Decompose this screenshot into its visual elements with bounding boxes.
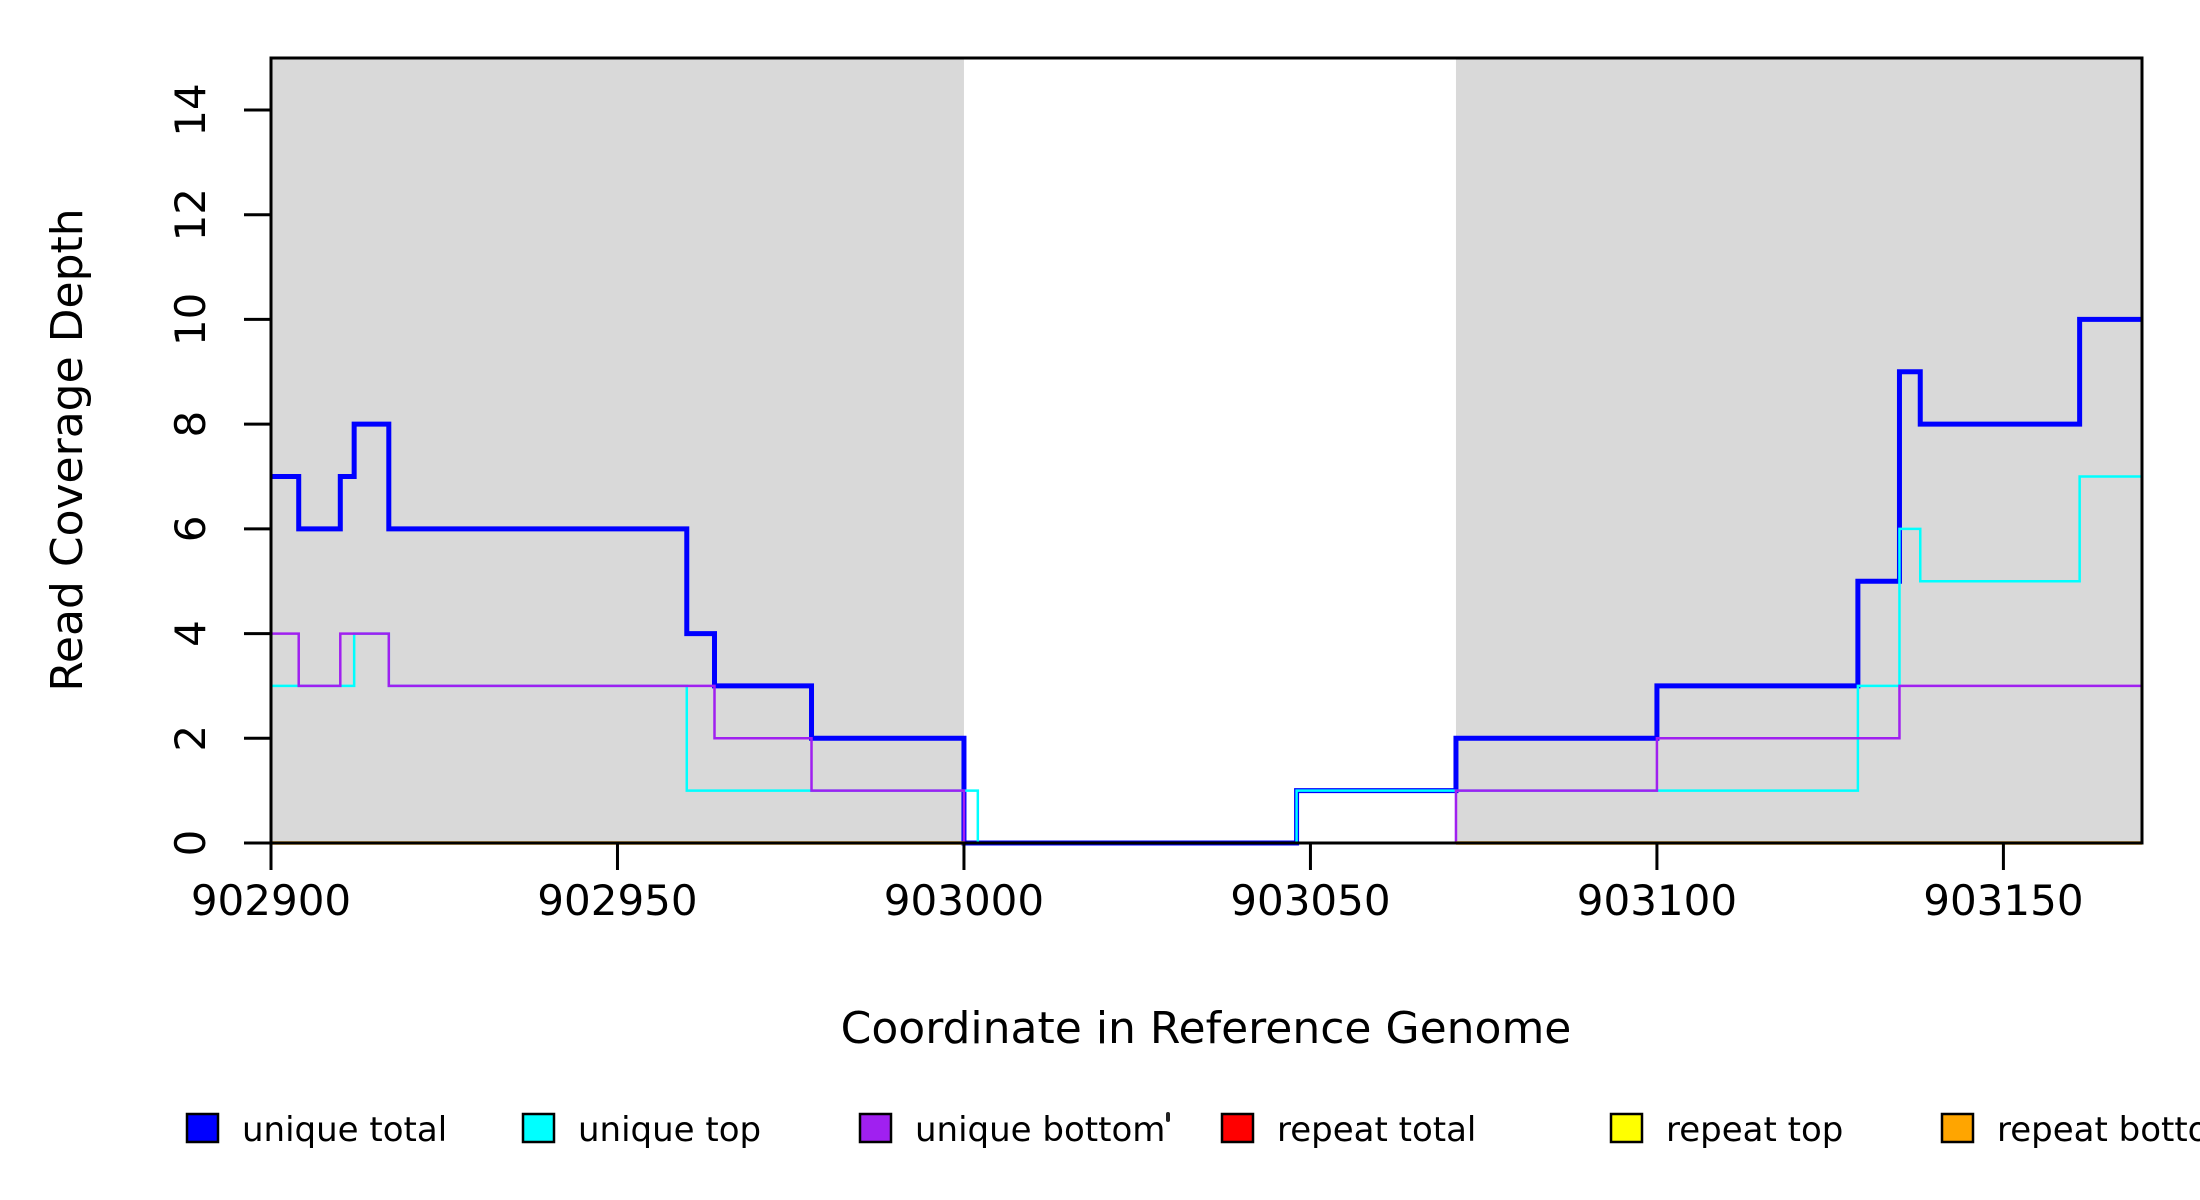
legend-label: unique bottom (915, 1110, 1165, 1150)
x-tick-label: 903000 (884, 876, 1044, 925)
series-line-unique-bottom (271, 632, 2142, 845)
legend-label: unique total (242, 1110, 447, 1150)
plot-frame (269, 56, 2144, 845)
legend-item-repeat-top: repeat top (1609, 1110, 1843, 1150)
y-tick-label: 4 (166, 620, 215, 647)
legend-swatch (1220, 1112, 1255, 1144)
legend-label: repeat bottom (1997, 1110, 2200, 1150)
stray-mark (1166, 1112, 1170, 1122)
y-tick-label: 8 (166, 411, 215, 438)
legend-item-unique-bottom: unique bottom (858, 1110, 1165, 1150)
x-axis-title: Coordinate in Reference Genome (841, 1003, 1572, 1054)
axes: 902900 902950 903000 903050 903100 903150 0 2 4 6… (166, 83, 2084, 925)
legend-swatch (185, 1112, 220, 1144)
legend-swatch (1940, 1112, 1975, 1144)
y-tick-label: 0 (166, 830, 215, 857)
x-tick-label: 903050 (1230, 876, 1390, 925)
y-axis-title: Read Coverage Depth (42, 208, 93, 691)
repeat-region-shading (271, 58, 2142, 843)
legend-item-repeat-total: repeat total (1220, 1110, 1476, 1150)
legend-item-unique-total: unique total (185, 1110, 447, 1150)
legend-item-repeat-bottom: repeat bottom (1940, 1110, 2200, 1150)
x-tick-label: 903100 (1577, 876, 1737, 925)
legend-swatch (521, 1112, 556, 1144)
x-tick-label: 902950 (537, 876, 697, 925)
legend-swatch (1609, 1112, 1644, 1144)
y-tick-label: 14 (166, 83, 215, 136)
x-tick-label: 903150 (1923, 876, 2083, 925)
legend-label: repeat total (1277, 1110, 1476, 1150)
x-tick-label: 902900 (191, 876, 351, 925)
repeat-region-rect (271, 58, 964, 843)
y-tick-label: 10 (166, 293, 215, 346)
legend: unique total unique top unique bottom repea… (185, 1110, 2200, 1150)
legend-label: unique top (578, 1110, 761, 1150)
legend-label: repeat top (1666, 1110, 1843, 1150)
y-tick-label: 12 (166, 188, 215, 241)
plot-border (269, 56, 2144, 845)
y-tick-label: 2 (166, 725, 215, 752)
legend-item-unique-top: unique top (521, 1110, 761, 1150)
legend-swatch (858, 1112, 893, 1144)
y-tick-label: 6 (166, 515, 215, 542)
repeat-region-rect (1455, 58, 2142, 843)
